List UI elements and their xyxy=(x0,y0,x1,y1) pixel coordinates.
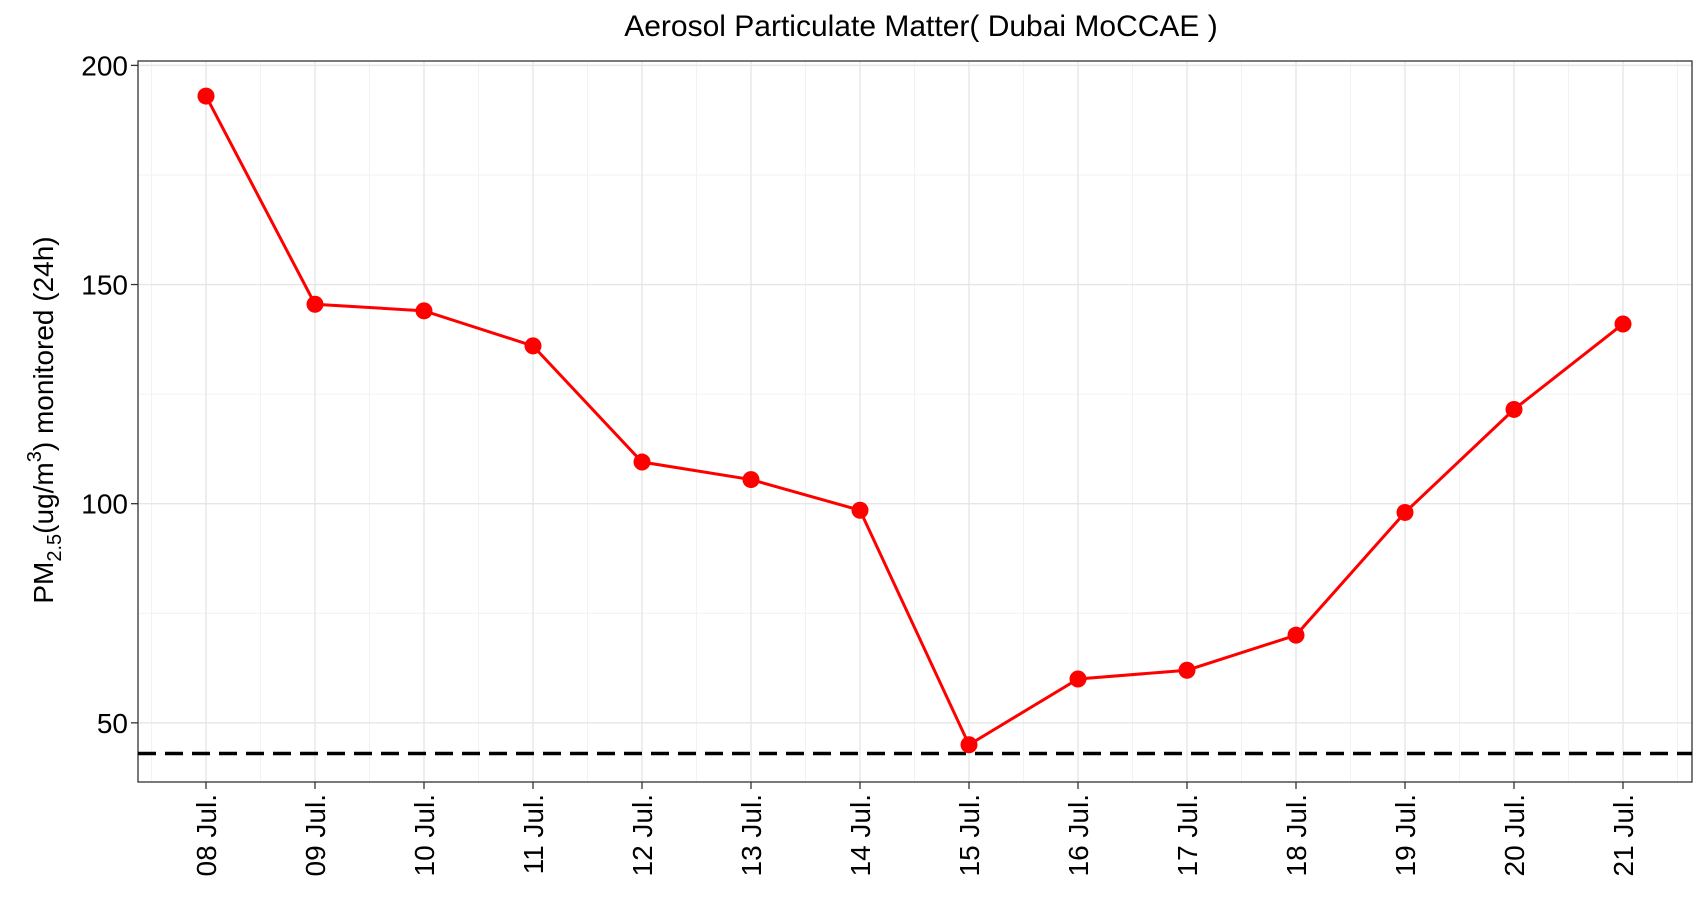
y-axis-label: PM2.5(ug/m3) monitored (24h) xyxy=(24,236,66,603)
x-tick-label: 09 Jul. xyxy=(300,794,331,877)
x-tick-label: 19 Jul. xyxy=(1390,794,1421,877)
data-point xyxy=(197,87,215,105)
data-point xyxy=(960,736,978,754)
x-tick-label: 13 Jul. xyxy=(736,794,767,877)
chart-title: Aerosol Particulate Matter( Dubai MoCCAE… xyxy=(624,10,1218,43)
y-tick-label: 50 xyxy=(97,708,128,739)
x-tick-label: 15 Jul. xyxy=(954,794,985,877)
x-tick-label: 20 Jul. xyxy=(1499,794,1530,877)
data-point xyxy=(1614,315,1632,333)
data-point xyxy=(851,501,869,519)
data-point xyxy=(415,302,433,320)
y-axis: 50 100 150 200 xyxy=(81,50,138,739)
plot-panel-border xyxy=(137,60,1693,783)
x-tick-label: 16 Jul. xyxy=(1063,794,1094,877)
grid xyxy=(138,61,1692,782)
x-tick-label: 12 Jul. xyxy=(627,794,658,877)
data-point xyxy=(633,453,651,471)
x-tick-label: 17 Jul. xyxy=(1172,794,1203,877)
x-axis: 08 Jul. 09 Jul. 10 Jul. 11 Jul. 12 Jul. 13 Ju… xyxy=(191,782,1639,877)
x-tick-label: 08 Jul. xyxy=(191,794,222,877)
y-tick-label: 150 xyxy=(81,270,128,301)
data-point xyxy=(524,337,542,355)
data-point xyxy=(1178,661,1196,679)
series-line xyxy=(204,95,1624,747)
data-point xyxy=(1505,400,1523,418)
x-tick-label: 14 Jul. xyxy=(845,794,876,877)
data-point xyxy=(1287,626,1305,644)
y-tick-label: 100 xyxy=(81,489,128,520)
series-group xyxy=(197,87,1632,754)
data-point xyxy=(306,295,324,313)
data-point xyxy=(742,471,760,489)
data-point xyxy=(1396,503,1414,521)
x-tick-label: 21 Jul. xyxy=(1608,794,1639,877)
x-tick-label: 10 Jul. xyxy=(409,794,440,877)
x-tick-label: 18 Jul. xyxy=(1281,794,1312,877)
data-point xyxy=(1069,670,1087,688)
y-tick-label: 200 xyxy=(81,50,128,81)
x-tick-label: 11 Jul. xyxy=(518,794,549,874)
